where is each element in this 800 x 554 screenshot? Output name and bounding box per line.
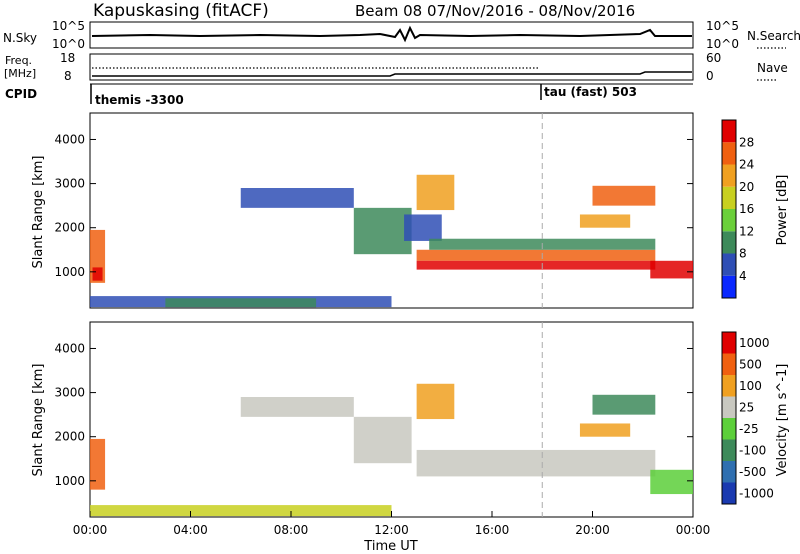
power-colorbar-tick-6: 28 (739, 135, 754, 149)
velocity-ytick-label-4000: 4000 (54, 341, 85, 355)
velocity-ytick-label-3000: 3000 (54, 386, 85, 400)
freq-tick-top: 18 (60, 51, 75, 65)
velocity-echo-region-8 (650, 469, 693, 495)
velocity-ytick-label-2000: 2000 (54, 430, 85, 444)
station-title: Kapuskasing (fitACF) (93, 1, 269, 21)
velocity-panel: 1000 2000 3000 4000 Slant Range [km] 1000 50… (31, 321, 790, 518)
velocity-colorbar-segment-7 (722, 332, 736, 354)
power-colorbar-segment-3 (722, 209, 736, 232)
nsearch-label: N.Search (747, 29, 800, 43)
velocity-echo-region-7 (579, 423, 631, 437)
velocity-colorbar-segment-1 (722, 461, 736, 483)
velocity-colorbar-tick-6: -500 (739, 465, 766, 479)
velocity-colorbar-tick-2: 100 (739, 379, 762, 393)
freq-trace (92, 71, 692, 77)
power-colorbar-segment-2 (722, 231, 736, 254)
nsky-tick-bottom: 10^0 (52, 37, 85, 51)
nsky-label: N.Sky (3, 31, 37, 45)
power-colorbar-tick-3: 16 (739, 202, 754, 216)
power-echo-region-12 (579, 214, 631, 228)
nave-tick-top: 60 (706, 51, 721, 65)
power-panel-frame (89, 112, 694, 309)
velocity-echo-region-2 (240, 397, 354, 417)
freq-panel-frame (89, 53, 694, 81)
freq-label-1: Freq. (5, 54, 32, 67)
power-colorbar-tick-0: 4 (739, 269, 747, 283)
velocity-colorbar-tick-4: -25 (739, 422, 759, 436)
velocity-colorbar-segment-3 (722, 418, 736, 440)
power-ytick-label-2000: 2000 (54, 221, 85, 235)
nave-label: Nave (757, 61, 788, 75)
power-colorbar-tick-1: 8 (739, 247, 747, 261)
velocity-colorbar-segment-5 (722, 375, 736, 397)
nave-tick-bottom: 0 (706, 69, 714, 83)
power-colorbar-segment-0 (722, 275, 736, 298)
power-echo-region-3 (165, 298, 317, 308)
x-tick-label-2: 08:00 (274, 523, 309, 537)
power-colorbar-segment-5 (722, 164, 736, 187)
freq-label-2: [MHz] (4, 67, 36, 80)
power-echo-region-7 (416, 249, 656, 261)
x-tick-label-3: 12:00 (374, 523, 409, 537)
velocity-echo-region-3 (353, 416, 412, 464)
power-panel: 1000 2000 3000 4000 Slant Range [km] 4 8 12 16… (31, 112, 790, 309)
cpid-segment-2: tau (fast) 503 (544, 85, 637, 99)
velocity-ylabel: Slant Range [km] (31, 364, 46, 477)
power-colorbar-tick-5: 24 (739, 158, 754, 172)
power-echo-region-4 (240, 188, 354, 208)
power-colorbar-segment-4 (722, 186, 736, 209)
power-colorbar-segment-1 (722, 253, 736, 276)
power-colorbar-tick-4: 20 (739, 180, 754, 194)
power-echo-region-13 (650, 260, 693, 279)
velocity-echo-region-5 (416, 383, 455, 420)
power-colorbar-segment-7 (722, 120, 736, 143)
power-echo-region-10 (416, 174, 455, 211)
x-tick-label-0: 00:00 (73, 523, 108, 537)
x-tick-label-6: 00:00 (676, 523, 711, 537)
nsearch-tick-bottom: 10^0 (706, 37, 739, 51)
velocity-colorbar-segment-0 (722, 482, 736, 504)
power-echo-region-8 (416, 260, 656, 270)
power-echo-region-11 (592, 185, 656, 206)
velocity-colorbar-tick-5: -100 (739, 443, 766, 457)
velocity-colorbar-tick-7: -1000 (739, 486, 774, 500)
velocity-colorbar-segment-2 (722, 439, 736, 461)
x-tick-label-5: 20:00 (575, 523, 610, 537)
velocity-colorbar-tick-0: 1000 (739, 336, 770, 350)
power-echo-region-6 (404, 214, 442, 241)
velocity-colorbar-frame (721, 331, 737, 505)
cpid-segment-1: themis -3300 (95, 93, 184, 107)
velocity-colorbar-segment-4 (722, 396, 736, 418)
power-ytick-label-1000: 1000 (54, 265, 85, 279)
power-echo-region-1 (92, 267, 103, 281)
x-tick-label-1: 04:00 (173, 523, 208, 537)
cpid-label: CPID (5, 87, 37, 101)
velocity-colorbar-tick-3: 25 (739, 400, 754, 414)
x-axis-label: Time UT (363, 539, 417, 554)
freq-tick-bottom: 8 (64, 69, 72, 83)
x-tick-label-4: 16:00 (475, 523, 510, 537)
velocity-colorbar-tick-1: 500 (739, 357, 762, 371)
velocity-ytick-label-1000: 1000 (54, 474, 85, 488)
velocity-colorbar-label: Velocity [m s^-1] (775, 364, 790, 477)
velocity-colorbar-segment-6 (722, 353, 736, 375)
nsky-tick-top: 10^5 (52, 19, 85, 33)
velocity-echo-region-0 (90, 438, 106, 490)
power-echo-region-5 (353, 207, 412, 255)
velocity-echo-region-1 (90, 505, 392, 517)
power-ytick-label-4000: 4000 (54, 132, 85, 146)
nsearch-tick-top: 10^5 (706, 19, 739, 33)
power-colorbar-segment-6 (722, 142, 736, 165)
power-ytick-label-3000: 3000 (54, 177, 85, 191)
velocity-echo-region-4 (416, 449, 656, 477)
power-colorbar-tick-2: 12 (739, 224, 754, 238)
power-colorbar-frame (721, 119, 737, 299)
power-ylabel: Slant Range [km] (31, 156, 46, 269)
beam-date-title: Beam 08 07/Nov/2016 - 08/Nov/2016 (355, 2, 635, 20)
velocity-echo-region-6 (592, 394, 656, 415)
nsky-panel-frame (89, 21, 694, 49)
nsky-trace (91, 25, 692, 43)
power-colorbar-label: Power [dB] (775, 175, 790, 246)
